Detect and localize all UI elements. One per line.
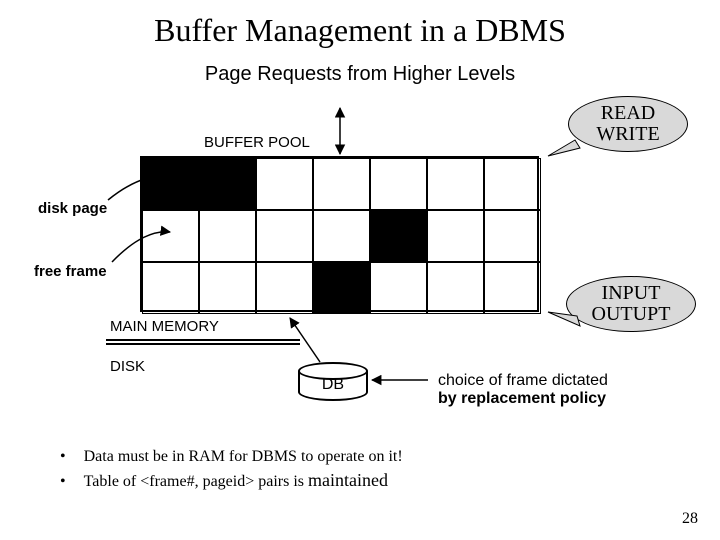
buffer-pool-grid <box>140 156 539 312</box>
input-label: INPUT <box>567 283 695 304</box>
bullet-2-text-a: Table of <frame#, pageid> pairs is <box>84 473 308 490</box>
output-label: OUTUPT <box>567 304 695 325</box>
grid-cell <box>484 158 541 210</box>
grid-cell <box>427 262 484 314</box>
grid-cell <box>484 210 541 262</box>
grid-cell <box>256 262 313 314</box>
slide-subtitle: Page Requests from Higher Levels <box>0 63 720 86</box>
grid-cell <box>484 262 541 314</box>
replacement-policy-text: choice of frame dictated by replacement … <box>438 372 608 409</box>
db-cylinder: DB <box>298 362 368 401</box>
bullet-2: Table of <frame#, pageid> pairs is maint… <box>60 470 403 491</box>
main-memory-label: MAIN MEMORY <box>110 318 219 335</box>
read-label: READ <box>569 103 687 124</box>
page-number: 28 <box>682 510 698 528</box>
grid-cell <box>256 158 313 210</box>
input-output-callout: INPUT OUTUPT <box>566 276 696 332</box>
grid-cell <box>313 210 370 262</box>
grid-cell-filled <box>313 262 370 314</box>
grid-cell <box>142 210 199 262</box>
read-write-callout: READ WRITE <box>568 96 688 152</box>
bullet-1-text: Data must be in RAM for DBMS to operate … <box>84 448 403 465</box>
grid-cell <box>256 210 313 262</box>
disk-label: DISK <box>110 358 145 375</box>
choice-line2: by replacement policy <box>438 390 608 408</box>
disk-page-label: disk page <box>38 200 107 217</box>
slide-title: Buffer Management in a DBMS <box>0 0 720 49</box>
grid-cell-filled <box>370 210 427 262</box>
grid-cell <box>313 158 370 210</box>
choice-line1: choice of frame dictated <box>438 372 608 390</box>
grid-cell <box>199 262 256 314</box>
grid-cell <box>427 158 484 210</box>
grid-cell <box>142 262 199 314</box>
bullet-list: Data must be in RAM for DBMS to operate … <box>60 448 403 495</box>
bullet-1: Data must be in RAM for DBMS to operate … <box>60 448 403 466</box>
buffer-pool-label: BUFFER POOL <box>204 134 310 151</box>
grid-cell <box>199 210 256 262</box>
grid-cell <box>370 262 427 314</box>
grid-cell <box>370 158 427 210</box>
grid-cell <box>427 210 484 262</box>
write-label: WRITE <box>569 124 687 145</box>
grid-cell-filled <box>142 158 199 210</box>
bullet-2-text-b: maintained <box>308 470 388 490</box>
free-frame-label: free frame <box>34 263 107 280</box>
grid-cell-filled <box>199 158 256 210</box>
